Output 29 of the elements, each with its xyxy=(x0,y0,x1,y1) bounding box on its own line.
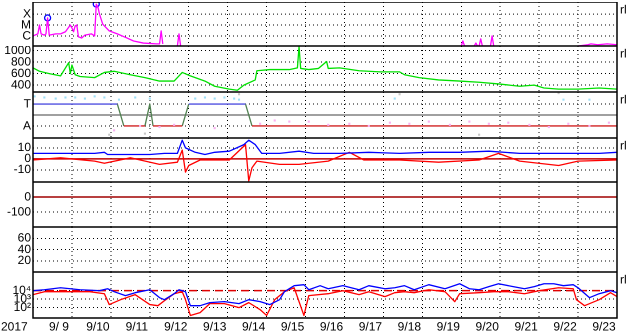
x-tick-label: 9/14 xyxy=(242,320,266,334)
ref-line-label: A xyxy=(22,118,31,132)
x-tick-label: 9/23 xyxy=(592,320,616,334)
x-tick-label: 9/11 xyxy=(126,320,148,334)
x-tick-label: 9/20 xyxy=(476,320,500,334)
y-tick-label: 20 xyxy=(18,253,32,268)
x-tick-label: 9/15 xyxy=(280,320,305,334)
text: rl xyxy=(620,272,627,286)
y-tick-label: 800 xyxy=(10,54,32,68)
x-axis-title: 2017 xyxy=(1,319,28,334)
y-tick-label: 600 xyxy=(10,66,32,80)
y-tick-label: 400 xyxy=(10,77,32,92)
x-tick-label: 9/22 xyxy=(553,320,578,334)
y-tick-label: 0 xyxy=(24,189,32,204)
x-tick-label: 9/12 xyxy=(164,320,188,334)
ref-line-label: T xyxy=(24,96,32,110)
x-tick-label: 9/10 xyxy=(86,320,110,334)
x-tick-label: 9/18 xyxy=(398,320,422,334)
x-tick-label: 9/13 xyxy=(203,320,227,334)
y-tick-label: -100 xyxy=(6,204,32,218)
x-tick-label: 9/19 xyxy=(436,320,460,334)
x-tick-label: 9/ 9 xyxy=(48,320,70,334)
x-tick-label: 9/21 xyxy=(514,320,538,334)
text: rl xyxy=(620,2,627,16)
x-tick-label: 9/17 xyxy=(358,320,382,334)
text: rl xyxy=(620,92,627,106)
x-tick-label: 9/16 xyxy=(320,320,344,334)
text: rl xyxy=(620,138,627,152)
text: rl xyxy=(620,46,627,60)
